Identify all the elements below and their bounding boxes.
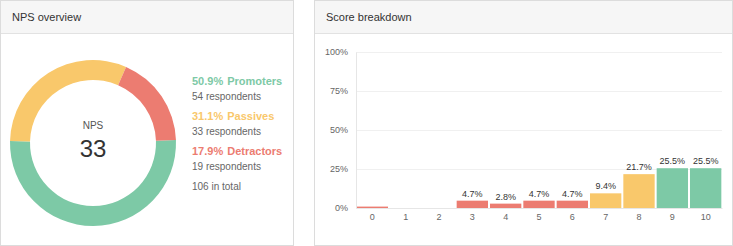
x-tick-label: 1 [403,212,408,222]
panel: Score breakdown 0% 25% 50% 75% 100% 0 1 2 3 4 5 6 7 8 9… [315,1,733,246]
legend-value: 50.9% [192,75,223,87]
legend-label: Detractors [227,145,282,157]
y-tick-label: 25% [330,164,348,174]
canvas: NPS overview NPS 33 50.9% Promoters 54 respon… [0,0,733,246]
legend-total: 106 in total [192,181,241,192]
y-tick: 50% [330,125,356,135]
x-tick-label: 2 [436,212,441,222]
x-tick: 3 [470,208,475,222]
y-axis-line [356,53,357,209]
data-label: 25.5% [693,156,719,166]
header-rule [315,33,732,34]
legend-value: 31.1% [192,110,223,122]
data-label: 4.7% [529,189,550,199]
bar [657,168,688,208]
legend-entry: 50.9% Promoters [192,75,282,87]
bar [557,201,588,208]
legend-count: 19 respondents [192,161,261,172]
data-labels: 4.7% 2.8% 4.7% 4.7% 9.4% 21.7% 25.5% 25.5% [462,156,718,201]
grid-line [356,52,722,53]
x-tick-label: 4 [503,212,508,222]
bar [490,204,521,208]
x-tick-label: 3 [470,212,475,222]
y-tick-label: 75% [330,86,348,96]
y-tick-label: 100% [325,47,348,57]
bar [357,207,388,208]
legend-entry: 31.1% Passives [192,110,274,122]
x-tick-label: 9 [670,212,675,222]
panel-title: Score breakdown [326,11,412,23]
x-tick-label: 0 [370,212,375,222]
bar [523,201,554,208]
legend: 50.9% Promoters 54 respondents 31.1% Passive… [192,75,282,192]
panel-header [315,1,732,33]
x-tick: 4 [503,208,508,222]
x-tick: 2 [436,208,441,222]
x-tick-label: 8 [636,212,641,222]
grid-line [356,130,722,131]
x-tick-label: 6 [570,212,575,222]
y-tick-label: 50% [330,125,348,135]
y-tick: 0% [335,203,356,213]
panel-frame [315,1,733,246]
x-tick: 9 [670,208,675,222]
x-tick-label: 5 [536,212,541,222]
y-axis: 0% 25% 50% 75% 100% [325,47,357,213]
x-axis: 0 1 2 3 4 5 6 7 8 9 10 [357,208,723,222]
panel-frame [1,1,294,246]
bar [690,168,721,208]
data-label: 9.4% [595,181,616,191]
bar [457,201,488,208]
legend-count: 33 respondents [192,126,261,137]
x-axis-line [357,208,723,209]
panel-title: NPS overview [12,11,81,23]
bar [623,174,654,208]
legend-entry: 17.9% Detractors [192,145,282,157]
donut: NPS 33 [10,60,176,226]
data-label: 21.7% [626,162,652,172]
bar [390,208,421,209]
x-tick-label: 7 [603,212,608,222]
panel-header [1,1,293,33]
data-label: 2.8% [495,192,516,202]
bar [423,208,454,209]
data-label: 4.7% [462,189,483,199]
legend-label: Passives [227,110,274,122]
y-tick: 100% [325,47,356,57]
bar [590,193,621,208]
data-label: 25.5% [660,156,686,166]
header-rule [1,33,293,34]
x-tick: 6 [570,208,575,222]
x-tick: 8 [636,208,641,222]
x-tick: 0 [370,208,375,222]
center-value: 33 [80,135,107,162]
legend-label: Promoters [227,75,282,87]
grid-line [356,208,722,209]
center-title: NPS [83,120,104,131]
x-tick: 7 [603,208,608,222]
grid-line [356,91,722,92]
x-tick: 10 [701,208,711,222]
y-tick: 25% [330,164,356,174]
panel: NPS overview NPS 33 50.9% Promoters 54 respon… [1,1,294,246]
donut-slice [118,67,176,141]
y-tick-label: 0% [335,203,348,213]
grid [356,53,722,209]
y-tick: 75% [330,86,356,96]
data-label: 4.7% [562,189,583,199]
legend-count: 54 respondents [192,91,261,102]
x-tick-label: 10 [701,212,711,222]
bars [357,168,722,208]
donut-slice [10,60,126,141]
x-tick: 5 [536,208,541,222]
x-tick: 1 [403,208,408,222]
legend-value: 17.9% [192,145,223,157]
